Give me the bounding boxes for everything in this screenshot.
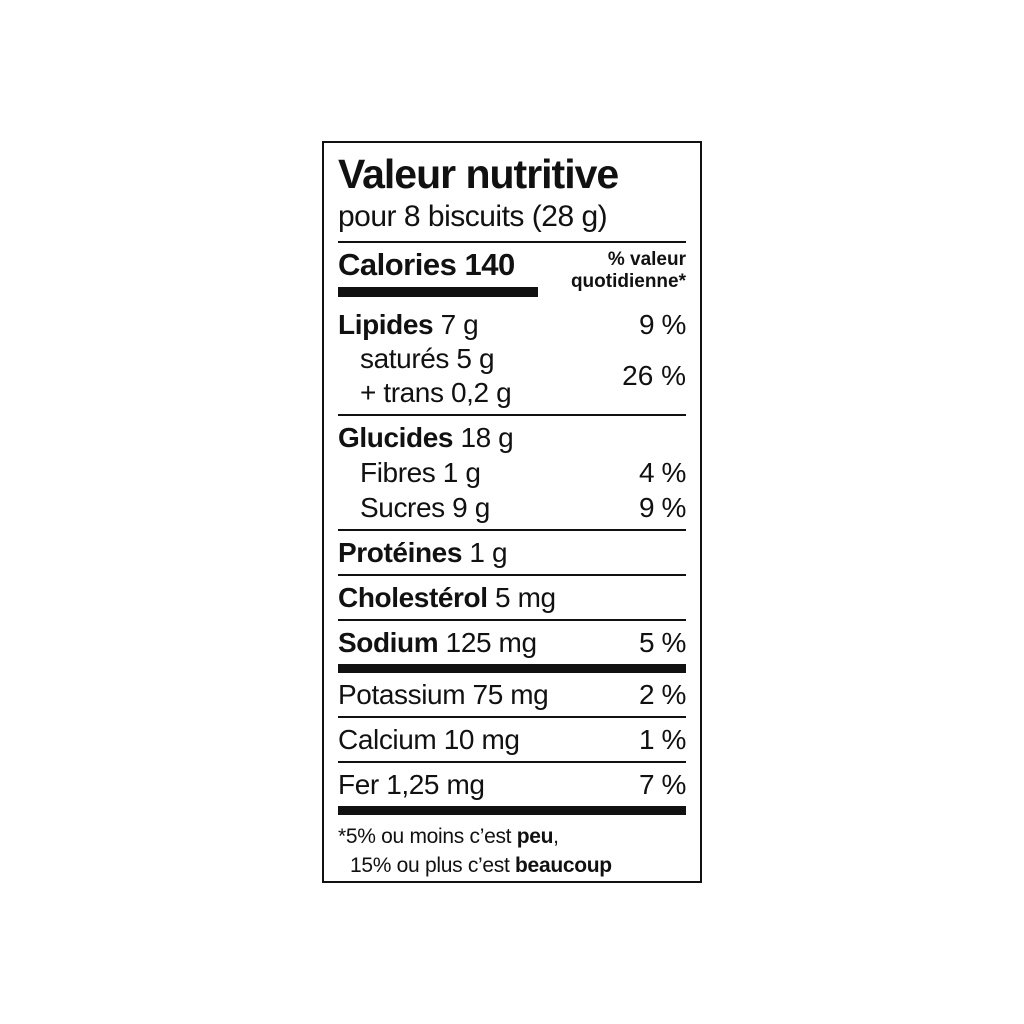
nutrient-name: saturés [360,343,450,374]
daily-value: 5 % [638,627,686,658]
nutrient-amount: 10 mg [443,724,520,755]
separator-thin [338,574,686,576]
nutrient-amount: 1 g [442,457,481,488]
daily-value-header: % valeur quotidienne* [571,247,686,293]
row-calcium: Calcium 10 mg 1 % [338,722,686,757]
nutrient: Calcium 10 mg [338,722,520,757]
nutrient-name: Sodium [338,627,439,658]
row-potassium: Potassium 75 mg 2 % [338,677,686,712]
calories-row: Calories 140 % valeur quotidienne* [338,247,686,297]
nutrient-name: Fibres [360,457,436,488]
separator-thin [338,619,686,621]
nutrient-name: Protéines [338,537,462,568]
row-fibres: Fibres 1 g 4 % [338,455,686,490]
footnote-text: *5% ou moins c’est [338,825,517,848]
nutrient-name: Sucres [360,492,445,523]
nutrient: Sucres 9 g [338,490,490,525]
nutrient-amount: 7 g [440,309,479,340]
label-title: Valeur nutritive [338,151,619,197]
calories-block: Calories 140 [338,247,538,297]
nutrient: Sodium 125 mg [338,625,537,660]
nutrient-amount: 1,25 mg [386,769,485,800]
calories-label: Calories [338,247,457,282]
separator-thin [338,716,686,718]
nutrient-name: + trans [360,377,444,408]
row-proteines: Protéines 1 g [338,535,686,570]
daily-value: 1 % [638,724,686,755]
row-glucides: Glucides 18 g [338,420,686,455]
row-satures: saturés 5 g [338,342,511,376]
nutrient-name: Lipides [338,309,434,340]
nutrient: Potassium 75 mg [338,677,549,712]
daily-value: 9 % [638,309,686,340]
nutrient-amount: 1 g [469,537,508,568]
nutrient-amount: 18 g [460,422,514,453]
separator-thick [338,664,686,673]
daily-value: 9 % [638,492,686,523]
calories-value: 140 [464,247,515,282]
separator-thin [338,241,686,243]
nutrition-label: Valeur nutritive pour 8 biscuits (28 g) … [322,141,702,883]
daily-value: 7 % [638,769,686,800]
row-fer: Fer 1,25 mg 7 % [338,767,686,802]
nutrient-name: Calcium [338,724,437,755]
nutrient: Glucides 18 g [338,420,514,455]
nutrient-amount: 125 mg [445,627,537,658]
footnote-line-1: *5% ou moins c’est peu, [338,822,686,851]
nutrient-name: Cholestérol [338,582,488,613]
sub-nutrients: saturés 5 g + trans 0,2 g [338,342,512,410]
nutrient-amount: 75 mg [472,679,549,710]
footnote-text: 15% ou plus c’est [350,854,516,877]
daily-value-header-line1: % valeur [607,249,686,270]
nutrient: Protéines 1 g [338,535,508,570]
separator-thin [338,529,686,531]
daily-value: 26 % [622,360,686,391]
separator-thin [338,761,686,763]
nutrient-amount: 5 g [456,343,495,374]
nutrient: Fer 1,25 mg [338,767,485,802]
daily-value: 4 % [638,457,686,488]
footnote-line-2: 15% ou plus c’est beaucoup [338,851,686,880]
nutrient: Cholestérol 5 mg [338,580,556,615]
row-cholesterol: Cholestérol 5 mg [338,580,686,615]
row-sucres: Sucres 9 g 9 % [338,490,686,525]
nutrient-amount: 0,2 g [450,377,512,408]
daily-value-header-line2: quotidienne* [570,271,686,292]
nutrient-name: Glucides [338,422,454,453]
row-sodium: Sodium 125 mg 5 % [338,625,686,660]
row-lipides: Lipides 7 g 9 % [338,307,686,342]
nutrient-amount: 5 mg [495,582,556,613]
nutrient: Fibres 1 g [338,455,481,490]
nutrient: Lipides 7 g [338,307,479,342]
row-trans: + trans 0,2 g [338,376,512,410]
nutrient-name: Fer [338,769,379,800]
footnote: *5% ou moins c’est peu, 15% ou plus c’es… [338,822,686,880]
nutrient-amount: 9 g [452,492,490,523]
footnote-bold-word: beaucoup [515,854,612,877]
daily-value: 2 % [638,679,686,710]
separator-thin [338,414,686,416]
row-satures-trans: saturés 5 g + trans 0,2 g 26 % [338,342,686,410]
serving-size: pour 8 biscuits (28 g) [338,200,608,233]
nutrient-name: Potassium [338,679,466,710]
footnote-bold-word: peu [516,825,554,848]
footnote-text: , [553,825,559,848]
separator-thick [338,806,686,815]
